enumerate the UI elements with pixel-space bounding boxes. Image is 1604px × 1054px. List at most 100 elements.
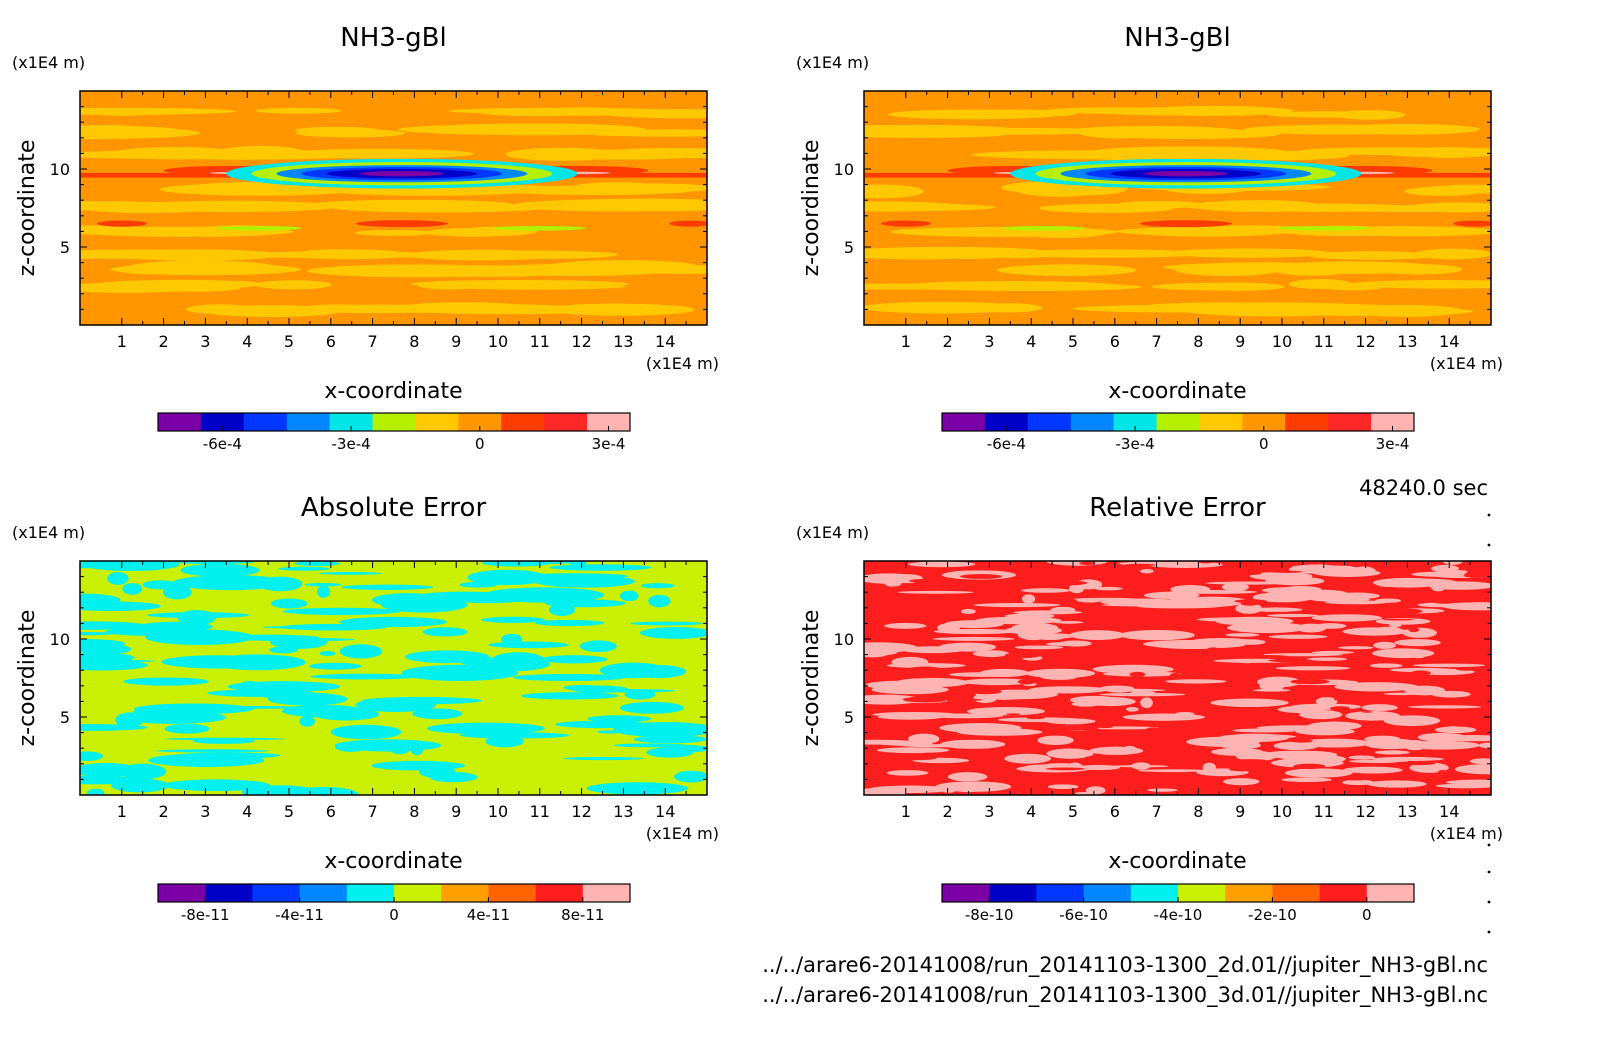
contour-region	[864, 301, 1023, 314]
contour-region	[940, 783, 958, 793]
contour-region	[1170, 585, 1211, 594]
contour-region	[587, 715, 652, 723]
contour-region	[1367, 780, 1427, 788]
contour-region	[864, 739, 918, 745]
colorbar-swatch	[1070, 413, 1115, 431]
contour-region	[1140, 568, 1154, 574]
x-tick-label: 3	[984, 802, 994, 821]
x-tick-label: 12	[1355, 802, 1375, 821]
contour-region	[1076, 598, 1103, 603]
contour-region	[1445, 779, 1491, 785]
contour-region	[1101, 603, 1174, 607]
contour-region	[1235, 603, 1263, 614]
contour-region	[426, 722, 545, 735]
contour-region	[192, 738, 255, 744]
colorbar-swatch	[286, 413, 331, 431]
dot-mark	[1487, 843, 1491, 847]
contour-region	[997, 264, 1137, 276]
x-tick-label: 5	[284, 802, 294, 821]
contour-region	[864, 573, 919, 584]
contour-region	[269, 646, 298, 654]
contour-region	[1396, 709, 1422, 714]
contour-region	[1290, 739, 1313, 743]
contour-region	[493, 225, 586, 231]
colorbar-tick-label: 0	[475, 435, 485, 453]
colorbar-swatch	[1036, 884, 1085, 902]
contour-region	[1005, 249, 1206, 258]
contour-region	[1249, 607, 1303, 612]
contour-region	[1372, 648, 1435, 659]
contour-region	[880, 220, 931, 227]
contour-region	[1085, 786, 1106, 795]
contour-region	[563, 684, 604, 691]
contour-region	[586, 782, 689, 795]
contour-region	[1345, 711, 1401, 721]
contour-region	[80, 124, 144, 134]
contour-region	[1135, 105, 1292, 116]
contour-region	[1324, 600, 1388, 605]
contour-region	[1004, 652, 1041, 659]
contour-region	[410, 280, 629, 288]
contour-region	[1169, 672, 1181, 679]
contour-region	[294, 561, 341, 567]
contour-region	[969, 688, 1002, 695]
colorbar-swatch	[989, 884, 1037, 902]
contour-region	[1137, 769, 1208, 773]
contour-region	[520, 692, 619, 700]
contour-region	[294, 126, 380, 134]
contour-region	[1163, 248, 1331, 258]
contour-region	[640, 583, 675, 589]
colorbar-swatch	[535, 884, 584, 902]
contour-region	[1151, 282, 1277, 291]
contour-region	[594, 183, 707, 193]
contour-region	[1329, 706, 1351, 711]
contour-region	[405, 650, 490, 664]
contour-region	[1342, 627, 1408, 636]
contour-region	[1147, 788, 1178, 792]
contour-region	[1453, 220, 1491, 227]
contour-region	[579, 640, 617, 653]
contour-region	[660, 744, 707, 753]
contour-region	[488, 641, 569, 649]
contour-region	[111, 778, 169, 793]
colorbar-frame	[941, 412, 1415, 432]
x-tick-label: 4	[242, 332, 252, 351]
contour-region	[1268, 658, 1312, 663]
x-tick-label: 11	[1314, 802, 1334, 821]
contour-region	[299, 715, 315, 727]
chart-title: NH3-gBl	[1124, 23, 1231, 53]
contour-region	[871, 598, 897, 602]
colorbar-swatch	[984, 413, 1029, 431]
contour-region	[1096, 725, 1114, 729]
x-tick-label: 9	[1235, 332, 1245, 351]
x-unit-label: (x1E4 m)	[646, 824, 719, 843]
contour-region	[1184, 203, 1349, 211]
y-axis-label: z-coordinate	[799, 610, 824, 747]
contour-region	[563, 756, 644, 761]
contour-region	[205, 705, 305, 709]
x-tick-label: 11	[530, 332, 550, 351]
x-tick-label: 4	[242, 802, 252, 821]
contour-region	[1394, 639, 1441, 647]
contour-region	[909, 578, 943, 583]
contour-region	[96, 220, 147, 227]
contour-region	[1225, 633, 1260, 637]
contour-region	[966, 707, 1045, 716]
contour-region	[1256, 676, 1301, 688]
x-tick-label: 6	[326, 802, 336, 821]
contour-region	[1122, 713, 1206, 721]
x-tick-label: 7	[368, 332, 378, 351]
colorbar-tick-label: 0	[1362, 906, 1372, 924]
contour-region	[304, 582, 342, 587]
colorbar-tick-label: 0	[1259, 435, 1269, 453]
contour-region	[278, 566, 331, 571]
contour-region	[1168, 759, 1189, 763]
x-axis-label: x-coordinate	[1108, 379, 1246, 404]
contour-region	[908, 616, 925, 620]
contour-region	[1263, 653, 1344, 657]
x-tick-label: 6	[1110, 332, 1120, 351]
contour-region	[1162, 263, 1337, 272]
contour-region	[960, 608, 976, 615]
